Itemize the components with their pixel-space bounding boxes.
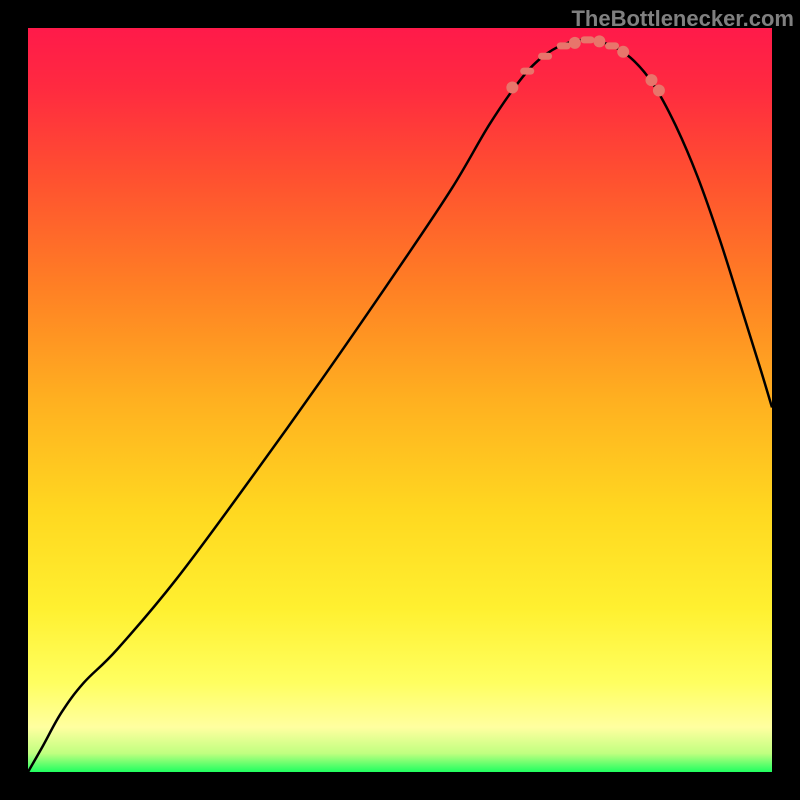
bottleneck-chart xyxy=(28,28,772,772)
chart-container: TheBottlenecker.com xyxy=(0,0,800,800)
bottleneck-dash xyxy=(605,42,619,49)
bottleneck-dot xyxy=(569,37,581,49)
bottleneck-dot xyxy=(645,74,657,86)
bottleneck-dot xyxy=(653,84,665,96)
bottleneck-dash xyxy=(557,42,571,49)
bottleneck-dash xyxy=(538,53,552,60)
gradient-background xyxy=(28,28,772,772)
bottleneck-dash xyxy=(580,36,594,43)
bottleneck-dot xyxy=(617,46,629,58)
bottleneck-dot xyxy=(506,82,518,94)
bottleneck-dot xyxy=(593,35,605,47)
bottleneck-dash xyxy=(520,68,534,75)
